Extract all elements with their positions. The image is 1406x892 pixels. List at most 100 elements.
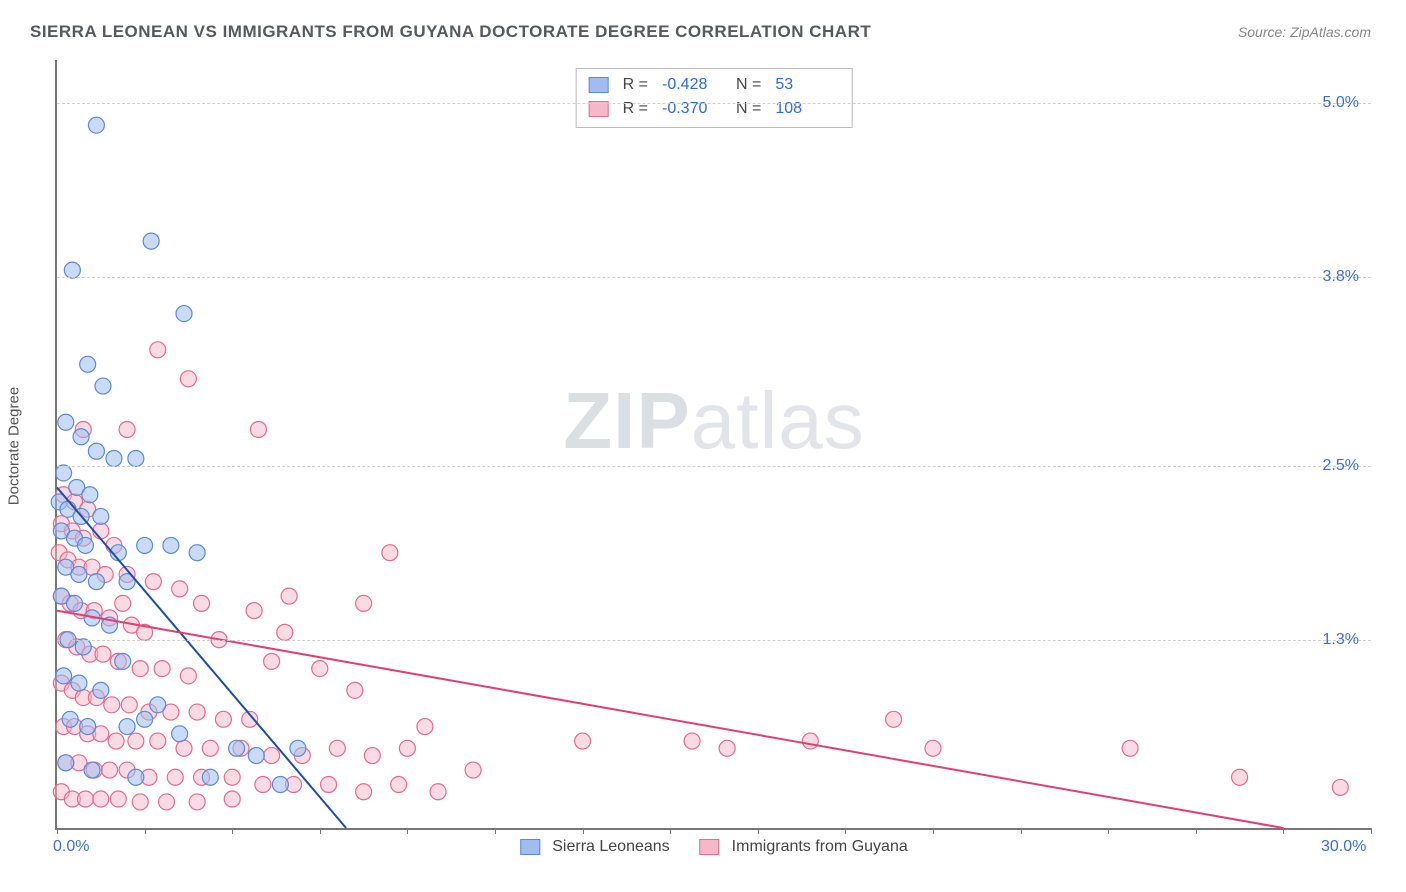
- scatter-point: [465, 762, 481, 778]
- scatter-point: [925, 740, 941, 756]
- scatter-point: [202, 769, 218, 785]
- scatter-point: [88, 117, 104, 133]
- scatter-point: [176, 740, 192, 756]
- legend-label-series-2: Immigrants from Guyana: [732, 838, 908, 856]
- scatter-point: [95, 378, 111, 394]
- scatter-point: [264, 653, 280, 669]
- legend-item-series-1: Sierra Leoneans: [520, 838, 669, 856]
- x-tick-mark: [1021, 828, 1022, 834]
- source-attribution: Source: ZipAtlas.com: [1238, 24, 1371, 40]
- scatter-point: [145, 574, 161, 590]
- scatter-point: [180, 668, 196, 684]
- scatter-point: [62, 711, 78, 727]
- scatter-point: [347, 682, 363, 698]
- scatter-point: [143, 233, 159, 249]
- scatter-point: [172, 581, 188, 597]
- scatter-point: [215, 711, 231, 727]
- scatter-point: [163, 537, 179, 553]
- scatter-point: [93, 682, 109, 698]
- scatter-point: [64, 262, 80, 278]
- x-tick-mark: [57, 828, 58, 834]
- scatter-point: [150, 342, 166, 358]
- scatter-point: [356, 784, 372, 800]
- scatter-point: [154, 661, 170, 677]
- scatter-point: [119, 422, 135, 438]
- y-tick-label: 1.3%: [1323, 631, 1359, 649]
- legend-item-series-2: Immigrants from Guyana: [700, 838, 908, 856]
- scatter-point: [189, 545, 205, 561]
- trend-line: [57, 611, 1283, 828]
- x-tick-mark: [1108, 828, 1109, 834]
- scatter-point: [430, 784, 446, 800]
- scatter-point: [102, 762, 118, 778]
- x-tick-mark: [583, 828, 584, 834]
- scatter-point: [719, 740, 735, 756]
- chart-title: SIERRA LEONEAN VS IMMIGRANTS FROM GUYANA…: [30, 22, 871, 42]
- x-tick-mark: [670, 828, 671, 834]
- x-tick-mark: [933, 828, 934, 834]
- x-tick-mark: [1196, 828, 1197, 834]
- scatter-point: [417, 719, 433, 735]
- scatter-point: [167, 769, 183, 785]
- y-tick-label: 3.8%: [1323, 268, 1359, 286]
- scatter-point: [290, 740, 306, 756]
- scatter-point: [106, 450, 122, 466]
- scatter-point: [321, 777, 337, 793]
- x-tick-mark: [145, 828, 146, 834]
- scatter-svg: [57, 60, 1371, 828]
- scatter-point: [391, 777, 407, 793]
- scatter-point: [71, 566, 87, 582]
- scatter-point: [56, 465, 72, 481]
- scatter-point: [224, 769, 240, 785]
- scatter-point: [88, 574, 104, 590]
- y-tick-label: 2.5%: [1323, 457, 1359, 475]
- scatter-point: [281, 588, 297, 604]
- scatter-point: [356, 595, 372, 611]
- gridline: [57, 466, 1371, 467]
- scatter-point: [176, 306, 192, 322]
- plot-area: ZIPatlas R = -0.428 N = 53 R = -0.370 N …: [55, 60, 1371, 830]
- scatter-point: [128, 733, 144, 749]
- scatter-point: [115, 653, 131, 669]
- scatter-point: [128, 450, 144, 466]
- y-axis-label: Doctorate Degree: [6, 387, 23, 505]
- scatter-point: [75, 639, 91, 655]
- bottom-legend: Sierra Leoneans Immigrants from Guyana: [520, 838, 907, 856]
- scatter-point: [119, 719, 135, 735]
- scatter-point: [364, 748, 380, 764]
- scatter-point: [110, 791, 126, 807]
- scatter-point: [575, 733, 591, 749]
- x-tick-label: 0.0%: [53, 838, 89, 856]
- gridline: [57, 640, 1371, 641]
- y-tick-label: 5.0%: [1323, 94, 1359, 112]
- scatter-point: [272, 777, 288, 793]
- scatter-point: [229, 740, 245, 756]
- scatter-point: [1232, 769, 1248, 785]
- scatter-point: [93, 508, 109, 524]
- scatter-point: [80, 719, 96, 735]
- scatter-point: [95, 646, 111, 662]
- scatter-point: [104, 697, 120, 713]
- scatter-point: [399, 740, 415, 756]
- scatter-point: [684, 733, 700, 749]
- scatter-point: [224, 791, 240, 807]
- scatter-point: [132, 794, 148, 810]
- x-tick-mark: [232, 828, 233, 834]
- scatter-point: [73, 429, 89, 445]
- scatter-point: [172, 726, 188, 742]
- scatter-point: [132, 661, 148, 677]
- scatter-point: [115, 595, 131, 611]
- scatter-point: [71, 675, 87, 691]
- scatter-point: [329, 740, 345, 756]
- x-tick-label: 30.0%: [1321, 838, 1366, 856]
- scatter-point: [137, 537, 153, 553]
- scatter-point: [67, 595, 83, 611]
- scatter-point: [1332, 779, 1348, 795]
- x-tick-mark: [1371, 828, 1372, 834]
- scatter-point: [250, 422, 266, 438]
- scatter-point: [886, 711, 902, 727]
- scatter-point: [248, 748, 264, 764]
- x-tick-mark: [495, 828, 496, 834]
- legend-label-series-1: Sierra Leoneans: [552, 838, 669, 856]
- legend-swatch-series-2: [700, 839, 720, 855]
